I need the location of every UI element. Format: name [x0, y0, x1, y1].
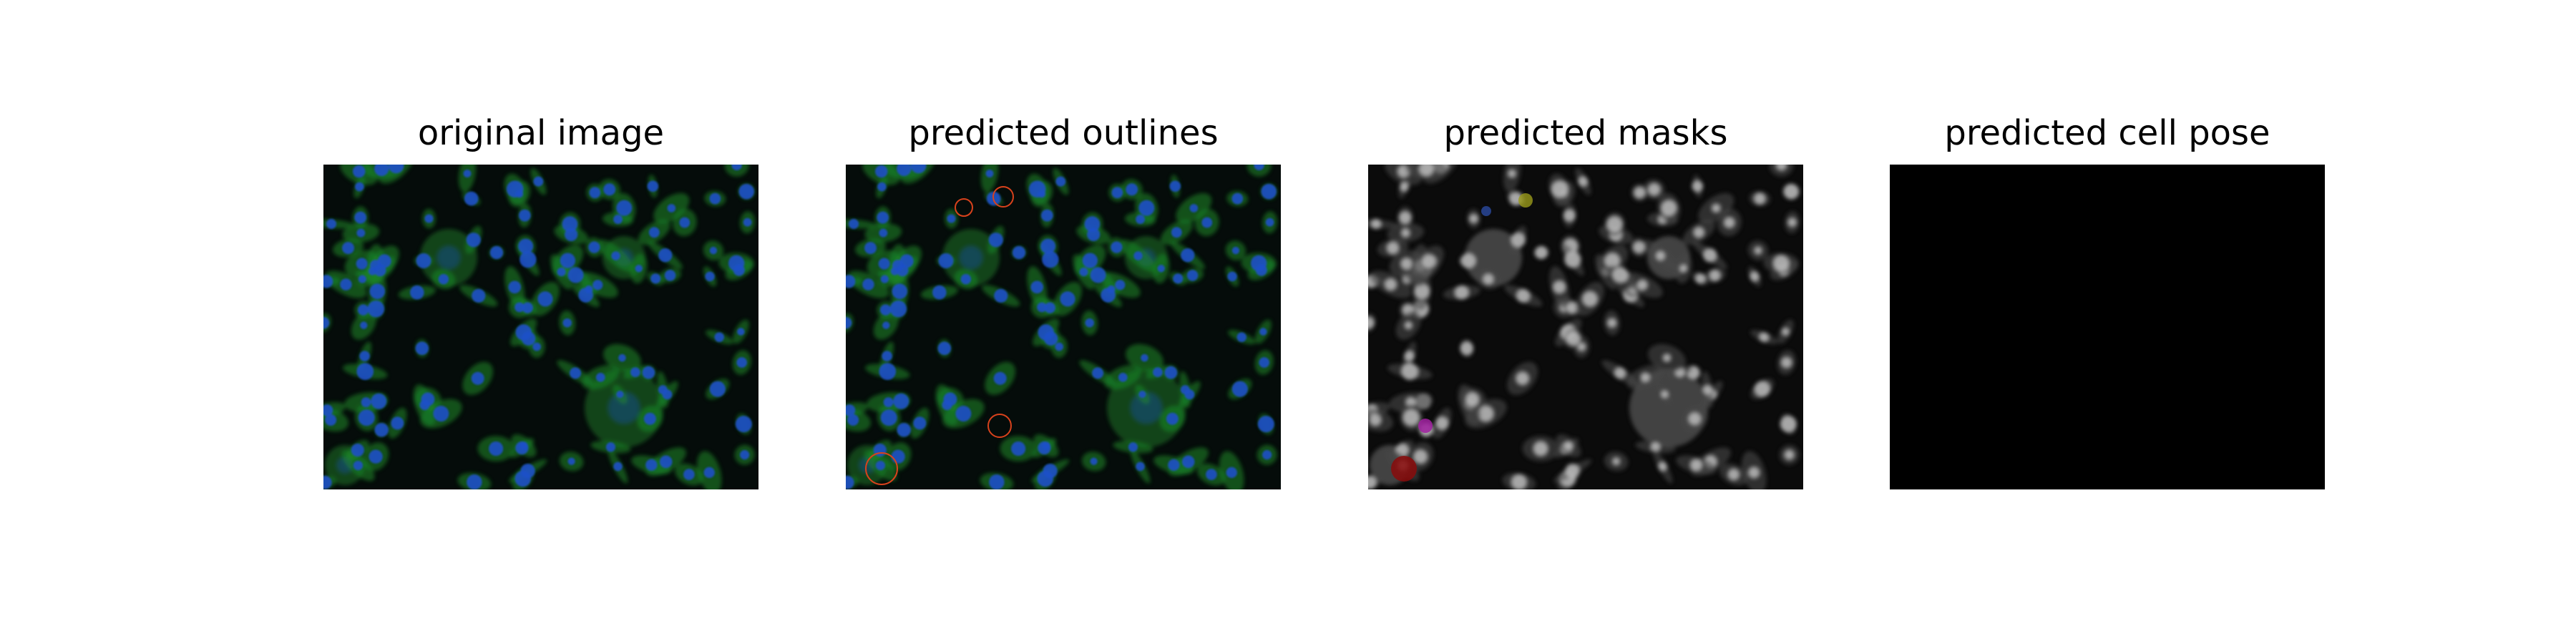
predicted-cell-pose-image	[1890, 165, 2325, 489]
original-image	[323, 165, 758, 489]
predicted-masks-image	[1368, 165, 1803, 489]
panel-title: predicted masks	[1443, 113, 1728, 153]
panel-title: predicted outlines	[908, 113, 1219, 153]
panel-title: original image	[417, 113, 665, 153]
panel-title: predicted cell pose	[1944, 113, 2270, 153]
predicted-outlines-image	[846, 165, 1281, 489]
